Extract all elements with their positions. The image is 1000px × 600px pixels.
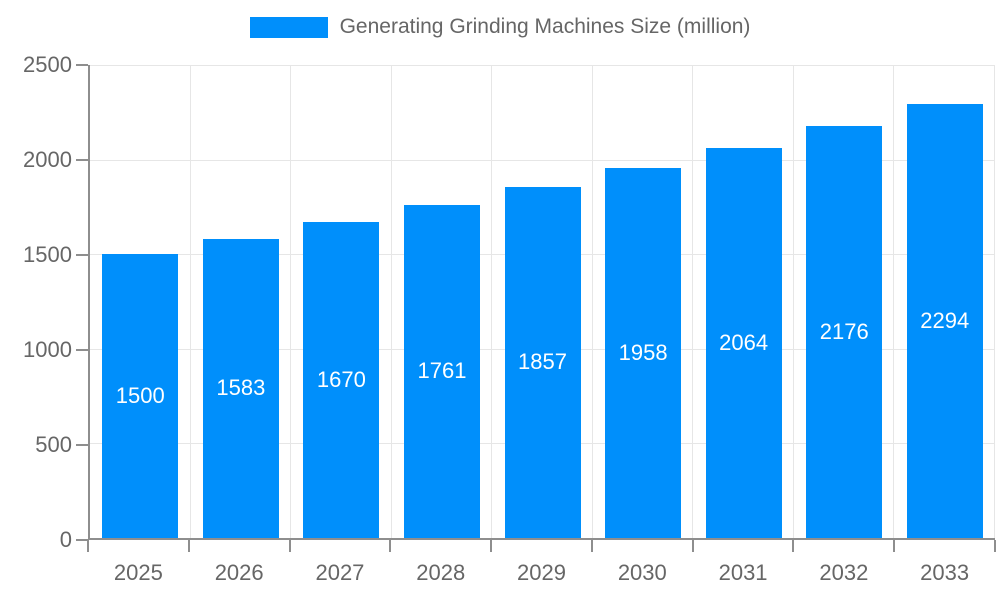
x-tickmark <box>994 540 996 552</box>
x-tick-label: 2026 <box>214 560 264 585</box>
bar-value-label: 2176 <box>819 319 869 345</box>
gridline-vertical <box>994 65 995 538</box>
x-tickmark <box>691 540 694 552</box>
bar-category-cell: 1857 <box>492 65 593 538</box>
legend: Generating Grinding Machines Size (milli… <box>0 16 1000 39</box>
legend-item[interactable]: Generating Grinding Machines Size (milli… <box>249 15 751 39</box>
legend-label: Generating Grinding Machines Size (milli… <box>339 15 751 38</box>
y-axis-labels: 0 500 1000 1500 2000 2500 <box>0 54 72 551</box>
bar-value-label: 1500 <box>115 383 165 409</box>
y-tick-label: 2000 <box>23 147 72 172</box>
gridline-vertical <box>290 65 292 538</box>
y-tick-label: 0 <box>59 527 72 552</box>
bar-value-label: 1583 <box>216 375 266 401</box>
bar-value-label: 1958 <box>618 339 668 365</box>
x-tick-label: 2025 <box>113 560 163 585</box>
x-tick-label: 2031 <box>718 560 768 585</box>
bar-value-label: 1761 <box>417 358 467 384</box>
gridline-vertical <box>692 65 694 538</box>
y-tickmark <box>76 349 88 351</box>
x-tickmark <box>490 540 493 552</box>
x-tick-label: 2029 <box>517 560 566 585</box>
x-tickmark <box>389 540 392 552</box>
bar-value-label: 1670 <box>316 367 366 393</box>
x-tick-label: 2027 <box>315 560 365 585</box>
bar-category-cell: 1670 <box>291 65 392 538</box>
gridline-vertical <box>390 65 392 538</box>
y-tickmark <box>76 539 88 541</box>
gridline-horizontal <box>90 159 995 161</box>
gridline-vertical <box>189 65 191 538</box>
bar[interactable]: 1583 <box>202 238 279 538</box>
legend-swatch-icon <box>249 17 328 38</box>
gridline-horizontal <box>90 65 995 66</box>
x-tickmark <box>87 540 89 552</box>
x-axis-tickmarks <box>87 540 996 552</box>
x-axis-labels: 2025 2026 2027 2028 2029 2030 2031 2032 2033 <box>88 560 995 586</box>
y-tickmark <box>76 444 88 446</box>
y-tick-label: 2500 <box>23 52 72 77</box>
bar[interactable]: 1761 <box>403 204 480 538</box>
bar-category-cell: 2294 <box>895 65 996 538</box>
x-tick-label: 2033 <box>920 560 970 585</box>
bar-category-cell: 1583 <box>191 65 292 538</box>
x-tick-label: 2032 <box>819 560 869 585</box>
y-tick-label: 1500 <box>23 242 72 267</box>
x-tick-label: 2028 <box>416 560 466 585</box>
y-tick-label: 1000 <box>23 337 72 362</box>
bar[interactable]: 1857 <box>504 186 581 538</box>
x-tickmark <box>590 540 593 552</box>
y-axis-tickmarks <box>76 64 88 541</box>
gridline-vertical <box>491 65 493 538</box>
y-tickmark <box>76 254 88 256</box>
gridline-vertical <box>591 65 593 538</box>
bar-category-cell: 1958 <box>593 65 694 538</box>
bar[interactable]: 2294 <box>906 103 983 538</box>
bar[interactable]: 2064 <box>705 147 782 538</box>
bar-value-label: 1857 <box>518 349 568 375</box>
x-tickmark <box>893 540 896 552</box>
bar-category-cell: 2176 <box>794 65 895 538</box>
plot-area: 1500 1583 1670 1761 1857 1958 2064 2176 2294 <box>88 65 995 540</box>
y-tickmark <box>76 64 88 66</box>
bar-value-label: 2294 <box>920 307 970 333</box>
y-tick-label: 500 <box>35 432 72 457</box>
bar[interactable]: 1670 <box>303 222 380 538</box>
bar-category-cell: 1500 <box>90 65 191 538</box>
bar-category-cell: 1761 <box>392 65 493 538</box>
gridline-vertical <box>792 65 794 538</box>
y-tickmark <box>76 159 88 161</box>
bars-container: 1500 1583 1670 1761 1857 1958 2064 2176 2294 <box>90 65 995 538</box>
bar[interactable]: 1500 <box>102 254 179 538</box>
bar-category-cell: 2064 <box>693 65 794 538</box>
x-tick-label: 2030 <box>617 560 667 585</box>
x-tickmark <box>792 540 795 552</box>
x-tickmark <box>187 540 190 552</box>
bar-value-label: 2064 <box>719 329 769 355</box>
bar[interactable]: 1958 <box>605 167 682 538</box>
x-tickmark <box>288 540 291 552</box>
gridline-vertical <box>893 65 895 538</box>
bar[interactable]: 2176 <box>806 126 883 538</box>
